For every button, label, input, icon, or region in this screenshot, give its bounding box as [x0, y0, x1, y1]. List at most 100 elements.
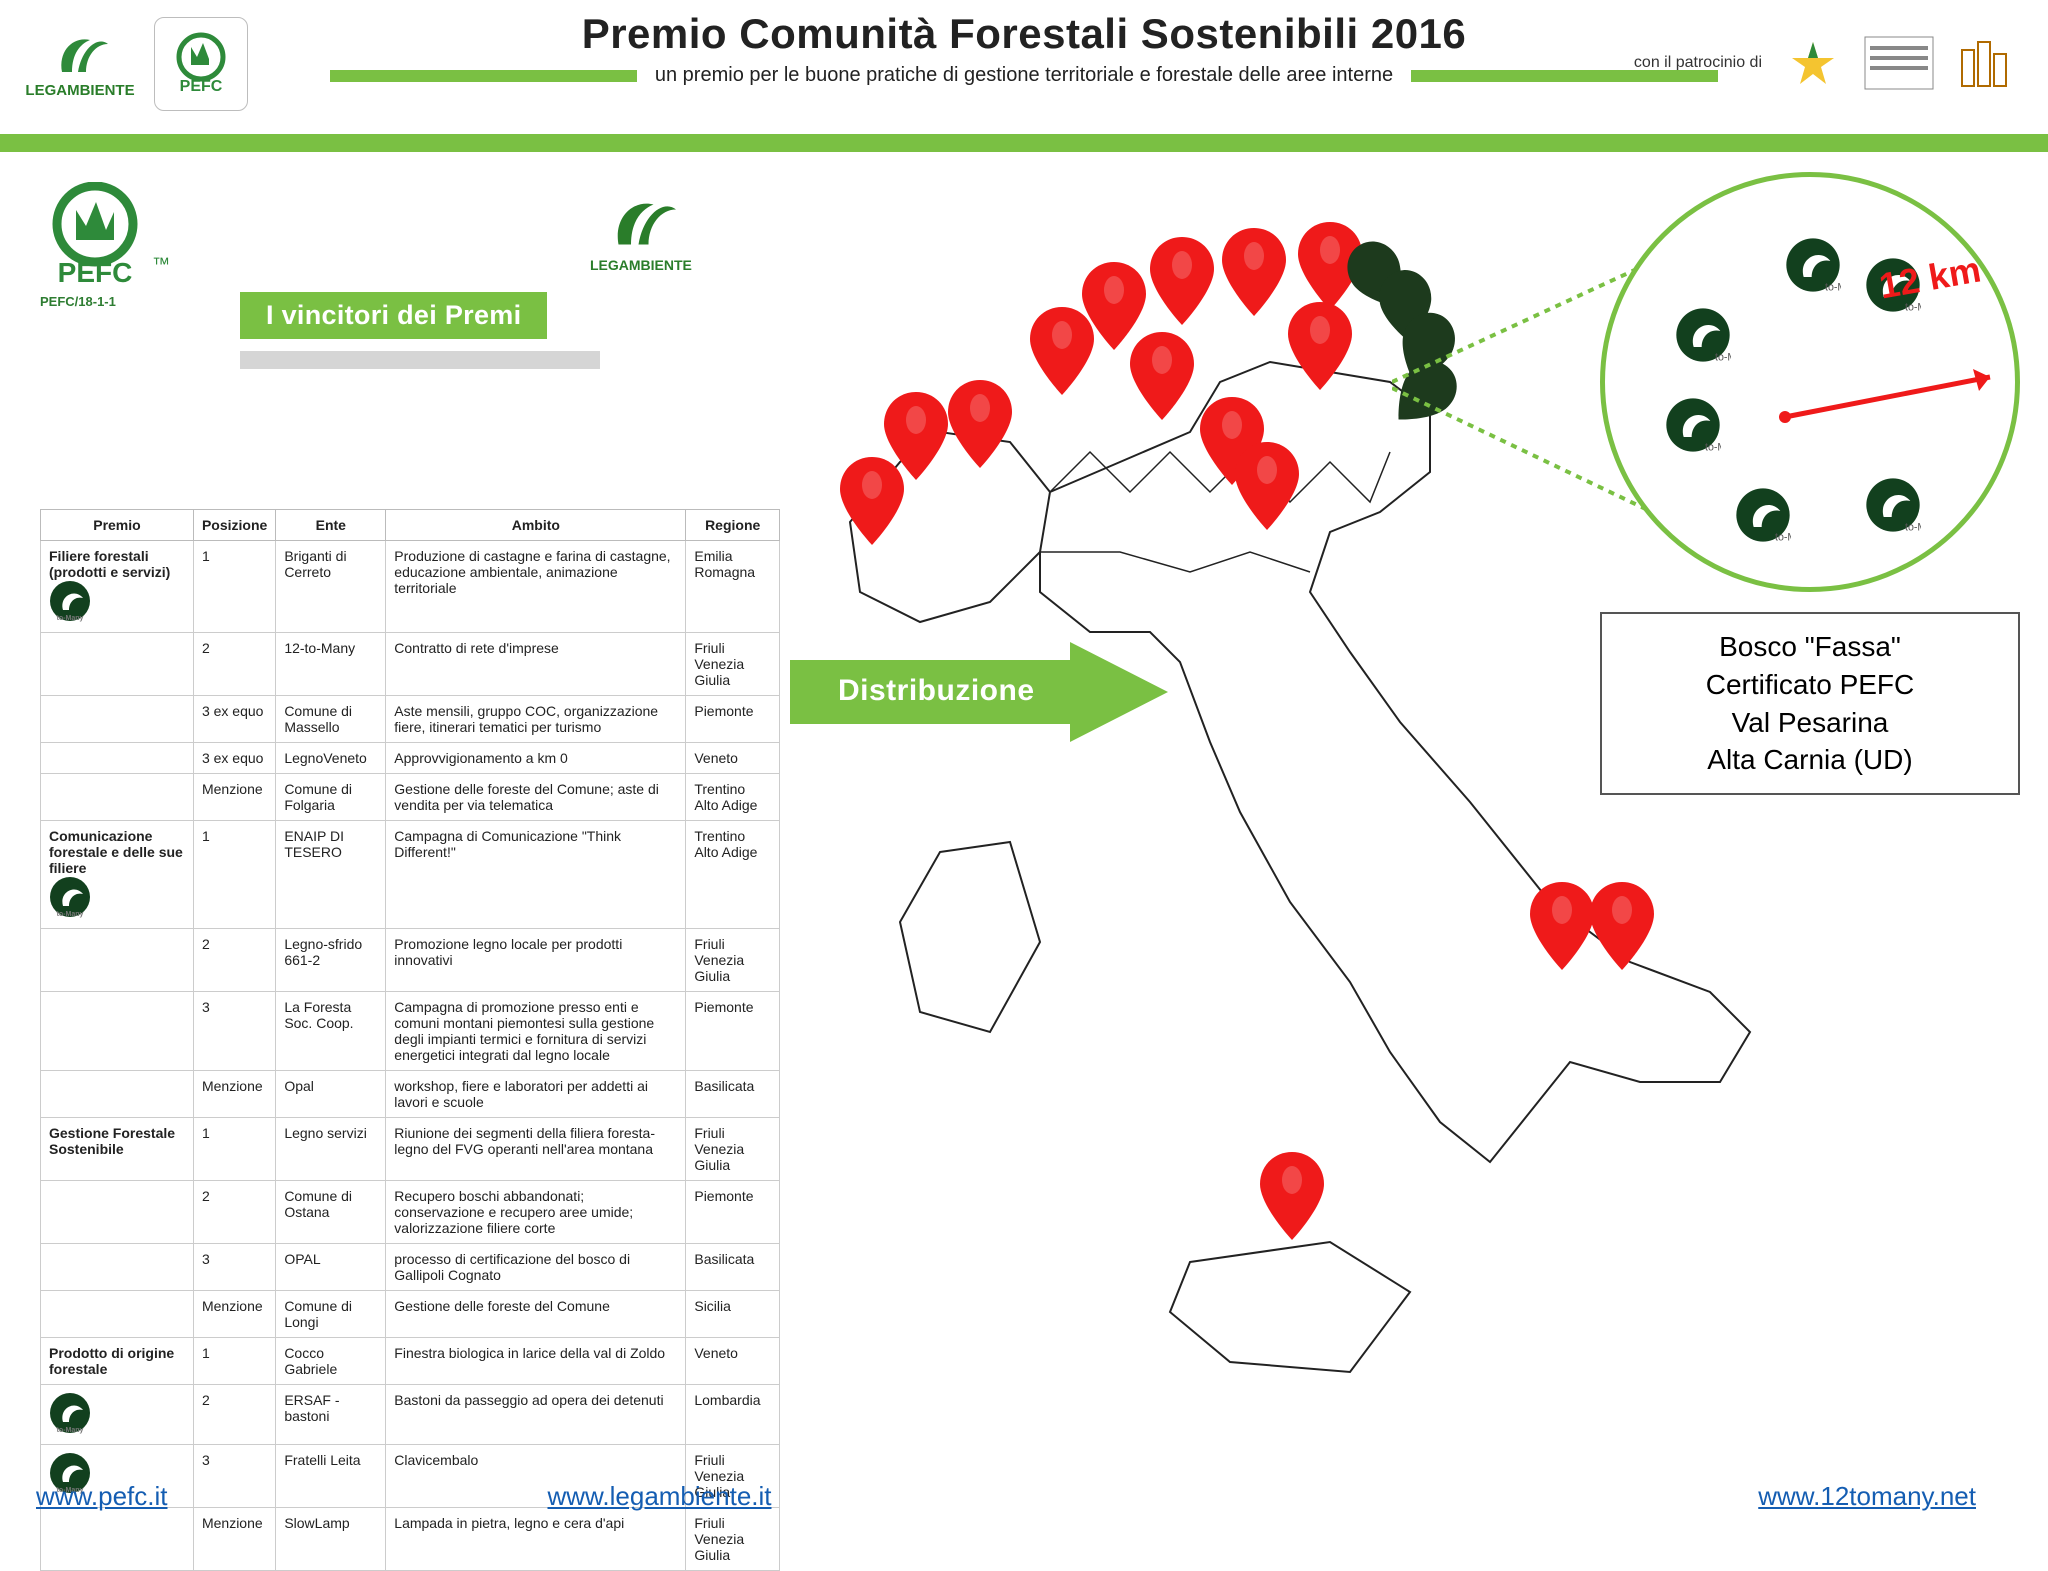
- svg-text:to-Many: to-Many: [57, 615, 84, 622]
- svg-text:to-Many: to-Many: [1715, 351, 1731, 363]
- table-cell: Campagna di promozione presso enti e com…: [386, 992, 686, 1071]
- map-pin-icon: [1590, 882, 1654, 970]
- table-cell: workshop, fiere e laboratori per addetti…: [386, 1071, 686, 1118]
- table-cell: [41, 696, 194, 743]
- table-cell: Menzione: [193, 1071, 275, 1118]
- table-cell: Comune di Folgaria: [276, 774, 386, 821]
- table-cell: processo di certificazione del bosco di …: [386, 1244, 686, 1291]
- table-header: Premio: [41, 510, 194, 541]
- callout-circle: to-Manyto-Manyto-Manyto-Manyto-Manyto-Ma…: [1600, 172, 2020, 592]
- table-cell: Opal: [276, 1071, 386, 1118]
- star-icon: [1786, 36, 1840, 90]
- info-line3: Val Pesarina: [1620, 704, 2000, 742]
- table-cell: 2: [193, 633, 275, 696]
- left-column: PEFC ™ PEFC/18-1-1 I vincitori dei Premi…: [40, 182, 780, 1571]
- table-row: MenzioneComune di FolgariaGestione delle…: [41, 774, 780, 821]
- table-cell: Veneto: [686, 1338, 780, 1385]
- page: LEGAMBIENTE PEFC Premio Comunità Foresta…: [0, 0, 2048, 1536]
- table-header: Ambito: [386, 510, 686, 541]
- table-cell: 3: [193, 1244, 275, 1291]
- table-cell: LegnoVeneto: [276, 743, 386, 774]
- svg-text:to-Many: to-Many: [1775, 531, 1791, 543]
- right-column: Distribuzione to-Many to-Many to-Many to-Ma…: [780, 162, 2040, 1462]
- table-cell: Produzione di castagne e farina di casta…: [386, 541, 686, 633]
- table-row: 212-to-ManyContratto di rete d'impreseFr…: [41, 633, 780, 696]
- table-cell: Veneto: [686, 743, 780, 774]
- table-cell: Lampada in pietra, legno e cera d'api: [386, 1508, 686, 1571]
- table-cell: Comunicazione forestale e delle sue fili…: [41, 821, 194, 929]
- table-cell: Bastoni da passeggio ad opera dei detenu…: [386, 1385, 686, 1445]
- anci-logo-icon: [1958, 36, 2012, 90]
- table-cell: [41, 743, 194, 774]
- table-cell: Briganti di Cerreto: [276, 541, 386, 633]
- table-cell: Comune di Longi: [276, 1291, 386, 1338]
- table-cell: Menzione: [193, 1291, 275, 1338]
- table-cell: 12-to-Many: [276, 633, 386, 696]
- link-pefc[interactable]: www.pefc.it: [36, 1481, 168, 1512]
- map-pin-icon: [1288, 302, 1352, 390]
- table-cell: Comune di Ostana: [276, 1181, 386, 1244]
- table-cell: Gestione Forestale Sostenibile: [41, 1118, 194, 1181]
- link-12tomany[interactable]: www.12tomany.net: [1758, 1481, 1976, 1512]
- table-cell: SlowLamp: [276, 1508, 386, 1571]
- tomany-mini-icon: to-Many: [1785, 237, 1841, 293]
- body: PEFC ™ PEFC/18-1-1 I vincitori dei Premi…: [0, 152, 2048, 1538]
- map-pin-icon: [1260, 1152, 1324, 1240]
- table-cell: ERSAF - bastoni: [276, 1385, 386, 1445]
- info-line1: Bosco "Fassa": [1620, 628, 2000, 666]
- distance-arrow-icon: [1775, 357, 2015, 477]
- table-header: Regione: [686, 510, 780, 541]
- table-cell: Piemonte: [686, 992, 780, 1071]
- svg-text:™: ™: [152, 254, 170, 274]
- table-cell: Comune di Massello: [276, 696, 386, 743]
- tomany-mini-icon: to-Many: [1675, 307, 1731, 363]
- callout-info: Bosco "Fassa" Certificato PEFC Val Pesar…: [1600, 612, 2020, 795]
- svg-text:to-Many: to-Many: [1705, 441, 1721, 453]
- pefc-code: PEFC/18-1-1: [40, 294, 116, 309]
- legambiente-body-label: LEGAMBIENTE: [590, 257, 692, 273]
- info-line2: Certificato PEFC: [1620, 666, 2000, 704]
- table-cell: 3: [193, 992, 275, 1071]
- map-pin-icon: [948, 380, 1012, 468]
- table-row: Filiere forestali (prodotti e servizi)to…: [41, 541, 780, 633]
- table-cell: 1: [193, 541, 275, 633]
- table-cell: 1: [193, 821, 275, 929]
- table-cell: 1: [193, 1338, 275, 1385]
- map-pin-icon: [884, 392, 948, 480]
- table-cell: Friuli Venezia Giulia: [686, 929, 780, 992]
- table-cell: Legno servizi: [276, 1118, 386, 1181]
- table-row: Comunicazione forestale e delle sue fili…: [41, 821, 780, 929]
- table-row: MenzioneComune di LongiGestione delle fo…: [41, 1291, 780, 1338]
- table-row: 3OPALprocesso di certificazione del bosc…: [41, 1244, 780, 1291]
- table-cell: Finestra biologica in larice della val d…: [386, 1338, 686, 1385]
- table-header: Posizione: [193, 510, 275, 541]
- table-cell: ENAIP DI TESERO: [276, 821, 386, 929]
- table-cell: 1: [193, 1118, 275, 1181]
- table-cell: Lombardia: [686, 1385, 780, 1445]
- table-cell: [41, 633, 194, 696]
- tomany-mini-icon: to-Many: [1735, 487, 1791, 543]
- table-cell: Trentino Alto Adige: [686, 774, 780, 821]
- table-row: to-Many2ERSAF - bastoniBastoni da passeg…: [41, 1385, 780, 1445]
- tomany-mini-icon: to-Many: [1865, 477, 1921, 533]
- gray-bar-icon: [240, 351, 600, 369]
- table-row: 3 ex equoLegnoVenetoApprovvigionamento a…: [41, 743, 780, 774]
- table-cell: Piemonte: [686, 1181, 780, 1244]
- table-cell: Contratto di rete d'imprese: [386, 633, 686, 696]
- map-pin-icon: [1130, 332, 1194, 420]
- table-cell: 2: [193, 1385, 275, 1445]
- table-cell: 3 ex equo: [193, 696, 275, 743]
- distribution-arrow: Distribuzione: [790, 642, 1170, 742]
- table-header: Ente: [276, 510, 386, 541]
- link-legambiente[interactable]: www.legambiente.it: [548, 1481, 772, 1512]
- table-cell: Gestione delle foreste del Comune: [386, 1291, 686, 1338]
- svg-text:to-Many: to-Many: [1825, 281, 1841, 293]
- table-cell: Menzione: [193, 1508, 275, 1571]
- table-cell: [41, 1244, 194, 1291]
- subtitle-text: un premio per le buone pratiche di gesti…: [637, 64, 1411, 87]
- header-logos-right: con il patrocinio di: [1634, 36, 2012, 90]
- legambiente-body-logo: LEGAMBIENTE: [590, 192, 692, 273]
- table-row: MenzioneOpalworkshop, fiere e laboratori…: [41, 1071, 780, 1118]
- table-cell: Sicilia: [686, 1291, 780, 1338]
- sponsor-box-icon: [1864, 36, 1934, 90]
